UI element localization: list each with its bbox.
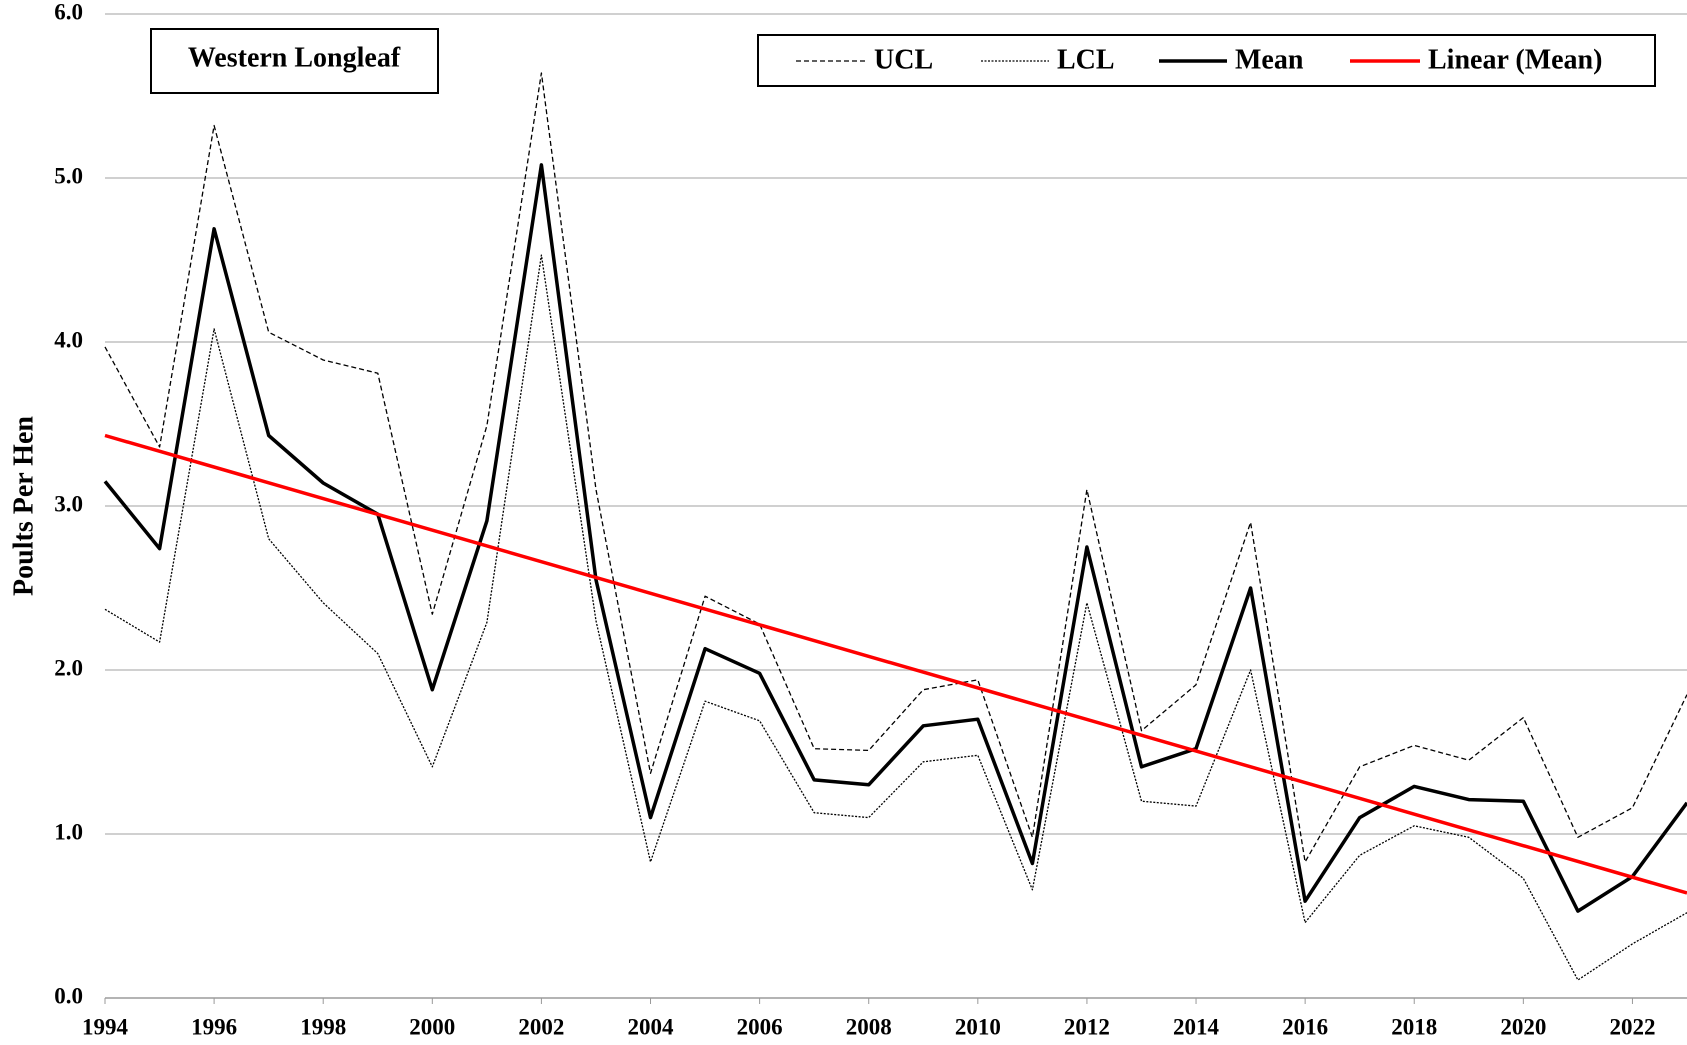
x-tick-label: 2022 [1609, 1014, 1655, 1039]
x-tick-label: 1998 [300, 1014, 346, 1039]
legend-label: Linear (Mean) [1428, 44, 1602, 75]
plot-area [103, 13, 1687, 1004]
annotation: Western Longleaf [188, 42, 401, 73]
x-tick-label: 2012 [1064, 1014, 1110, 1039]
x-tick-label: 2004 [628, 1014, 675, 1039]
y-tick-label: 1.0 [54, 819, 83, 844]
x-tick-label: 2016 [1282, 1014, 1328, 1039]
series-line [103, 163, 1687, 913]
y-tick-label: 6.0 [54, 0, 83, 24]
series-line [104, 433, 1687, 895]
x-tick-label: 1996 [191, 1014, 237, 1039]
x-tick-label: 2006 [737, 1014, 783, 1039]
x-tick-label: 2000 [409, 1014, 455, 1039]
y-tick-label: 4.0 [54, 327, 83, 352]
y-tick-label: 0.0 [54, 983, 83, 1008]
annotation-box [150, 28, 439, 94]
x-tick-label: 2008 [846, 1014, 892, 1039]
legend-label: LCL [1057, 44, 1115, 75]
y-tick-label: 3.0 [54, 491, 83, 516]
x-tick-label: 1994 [82, 1014, 129, 1039]
y-tick-label: 2.0 [54, 655, 83, 680]
series-line [104, 254, 1687, 981]
x-tick-label: 2014 [1173, 1014, 1220, 1039]
x-tick-label: 2020 [1500, 1014, 1546, 1039]
legend: UCL LCL Mean Linear (Mean) [796, 44, 1602, 75]
y-tick-label: 5.0 [54, 163, 83, 188]
legend-label: UCL [874, 44, 933, 75]
series-line [104, 72, 1687, 863]
x-tick-label: 2002 [518, 1014, 564, 1039]
legend-label: Mean [1235, 44, 1304, 75]
x-tick-label: 2010 [955, 1014, 1001, 1039]
y-axis-label: Poults Per Hen [8, 416, 39, 596]
x-tick-label: 2018 [1391, 1014, 1437, 1039]
